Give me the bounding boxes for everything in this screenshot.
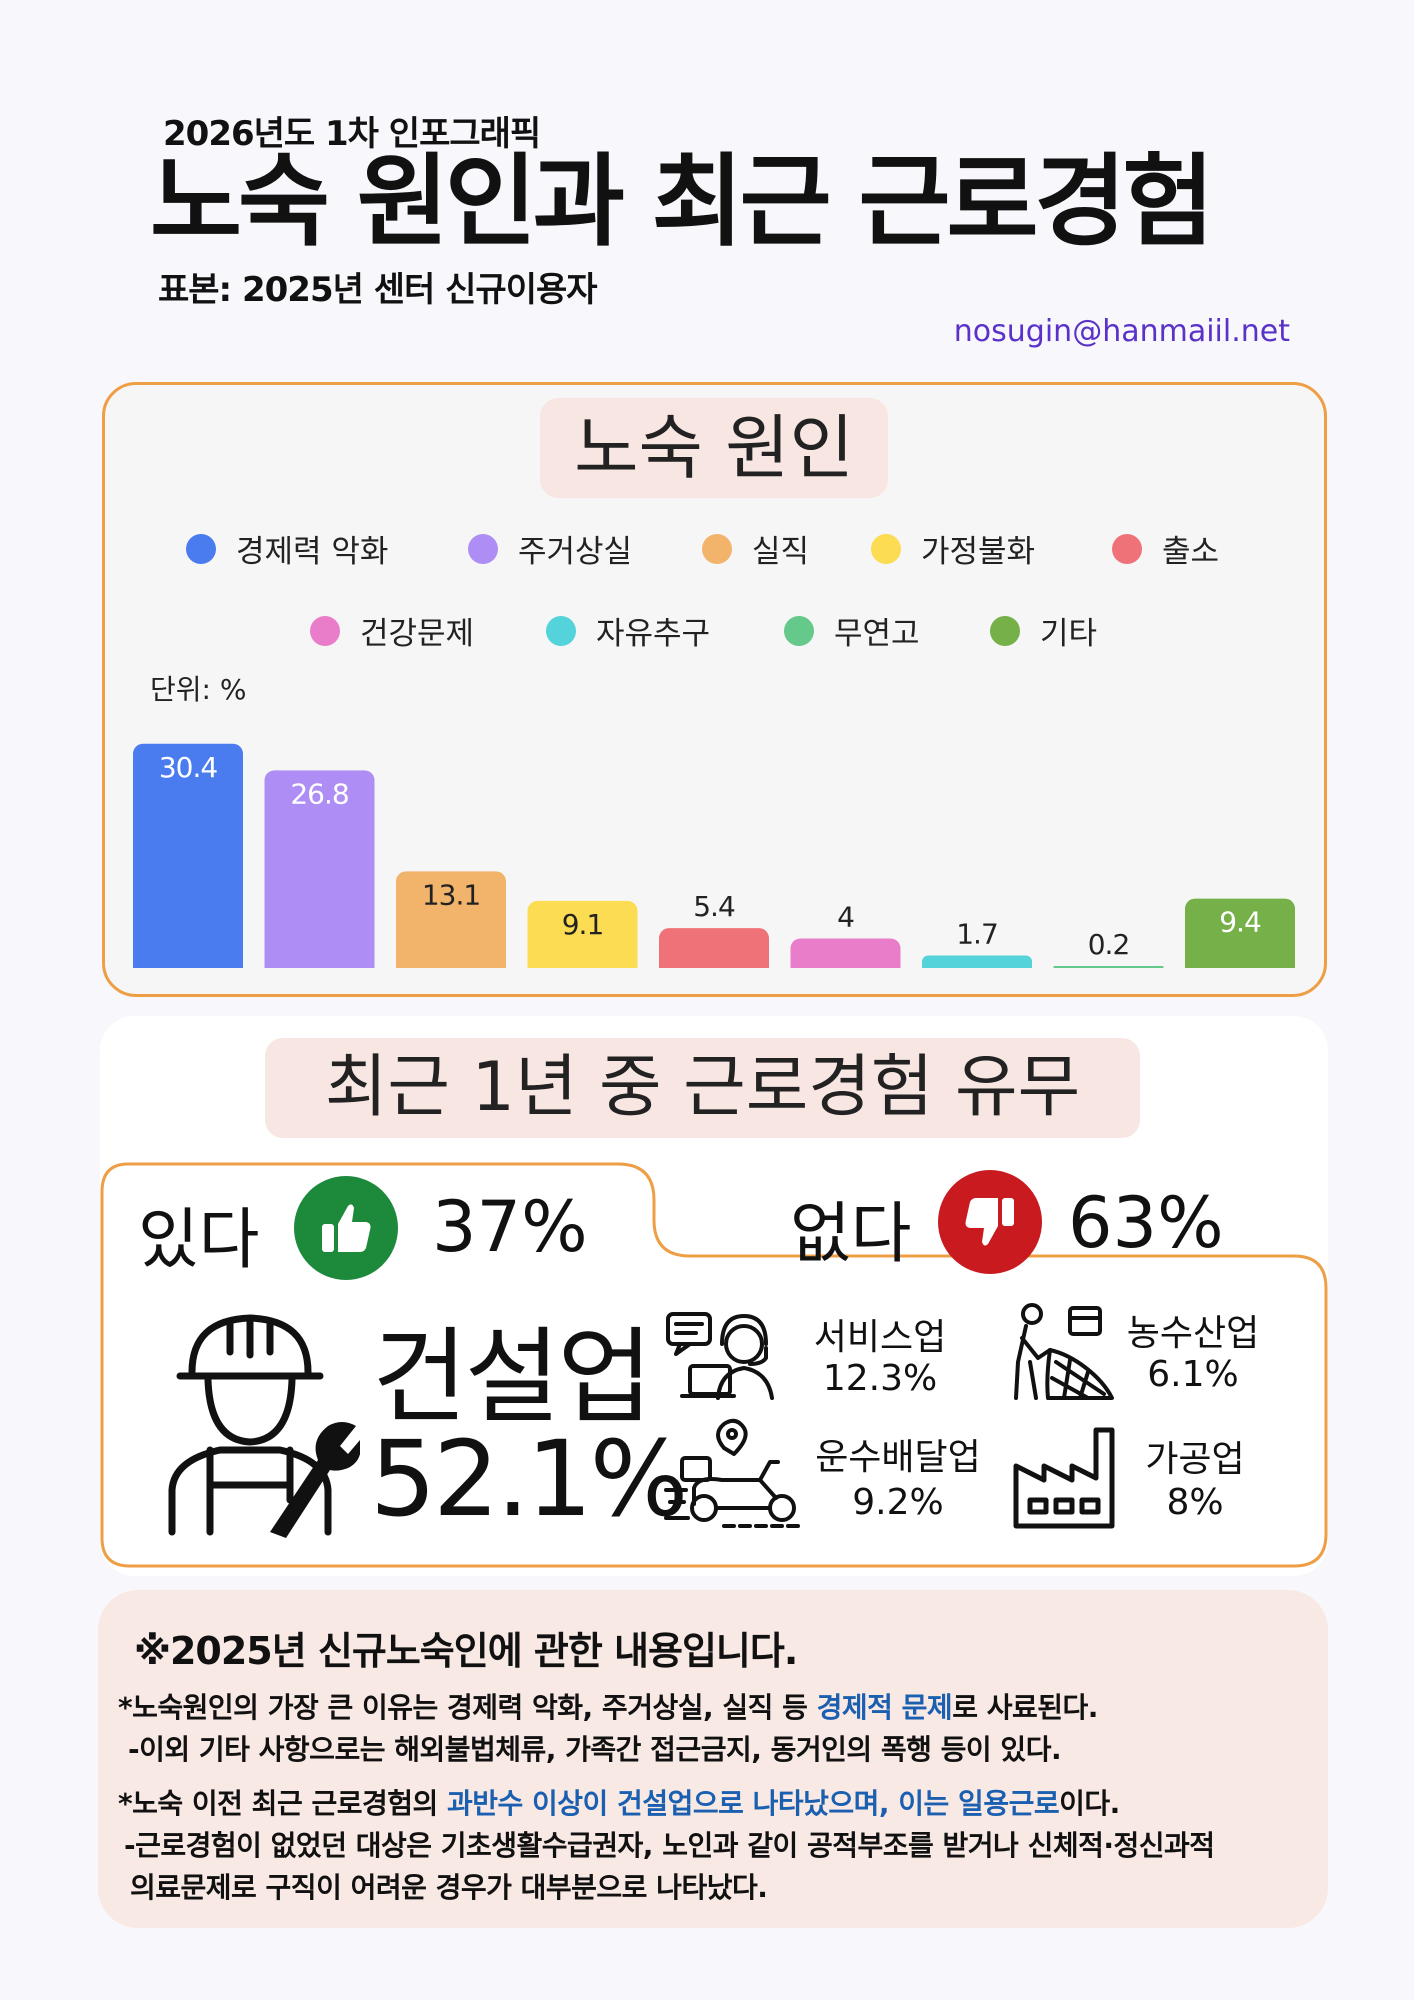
legend-item: 건강문제 [310, 608, 474, 653]
notes-panel [98, 1590, 1328, 1928]
legend-item: 출소 [1112, 526, 1219, 571]
legend-item: 실직 [702, 526, 809, 571]
industry-name: 가공업 [1145, 1439, 1245, 1480]
bar-value-label: 9.4 [1219, 906, 1261, 939]
note-text: *노숙원인의 가장 큰 이유는 경제력 악화, 주거상실, 실직 등 [118, 1691, 817, 1724]
bar [133, 743, 243, 970]
note-line: -이외 기타 사항으로는 해외불법체류, 가족간 접근금지, 동거인의 폭행 등… [128, 1733, 1062, 1766]
legend-swatch [1112, 533, 1142, 564]
legend-swatch [186, 533, 216, 564]
chart-baseline-mask [120, 968, 1320, 970]
top-industry-percentage: 52.1% [370, 1418, 688, 1540]
legend-swatch [310, 615, 340, 646]
industry-name: 서비스업 [813, 1317, 947, 1358]
call-center-icon [666, 1312, 774, 1400]
note-line: *노숙 이전 최근 근로경험의 과반수 이상이 건설업으로 나타났으며, 이는 … [118, 1782, 1120, 1822]
bar-value-label: 26.8 [290, 777, 348, 810]
industry-name: 농수산업 [1126, 1313, 1260, 1354]
bar-value-label: 13.1 [422, 878, 480, 911]
contact-email[interactable]: nosugin@hanmaiil.net [953, 314, 1290, 349]
legend-swatch [990, 615, 1020, 646]
legend-label: 건강문제 [360, 616, 475, 652]
thumbs-up-icon [294, 1176, 398, 1280]
no-percentage: 63% [1068, 1182, 1224, 1264]
note-text: 이다. [1059, 1787, 1120, 1820]
legend-label: 경제력 악화 [236, 534, 389, 570]
cause-bar-chart: 30.4 26.8 13.1 9.1 5.4 4 1.7 0.2 9.4 [120, 743, 1320, 970]
bar [659, 928, 769, 970]
legend-item: 자유추구 [546, 608, 710, 653]
industry-percentage: 6.1% [1147, 1354, 1239, 1395]
industry-percentage: 9.2% [852, 1482, 944, 1523]
note-line: *노숙원인의 가장 큰 이유는 경제력 악화, 주거상실, 실직 등 경제적 문… [118, 1686, 1098, 1726]
bar [527, 900, 638, 970]
note-line: -근로경험이 없었던 대상은 기초생활수급권자, 노인과 같이 공적부조를 받거… [124, 1829, 1215, 1862]
legend-label: 실직 [752, 534, 810, 570]
legend-item: 주거상실 [468, 526, 632, 571]
legend-label: 주거상실 [518, 534, 633, 570]
legend-label: 자유추구 [596, 616, 711, 652]
work-section-title: 최근 1년 중 근로경험 유무 [265, 1038, 1140, 1138]
bar [1185, 898, 1295, 970]
delivery-scooter-icon [664, 1418, 806, 1528]
industry-percentage: 12.3% [822, 1358, 938, 1399]
legend-label: 기타 [1040, 616, 1098, 652]
fishing-net-icon [1014, 1303, 1114, 1400]
note-line: 의료문제로 구직이 어려운 경우가 대부분으로 나타났다. [130, 1871, 768, 1904]
bar [922, 955, 1032, 970]
top-industry-name: 건설업 [372, 1316, 653, 1438]
legend-swatch [784, 615, 814, 646]
industry-percentage: 8% [1166, 1482, 1224, 1523]
causes-section-title: 노숙 원인 [540, 398, 888, 498]
sample-description: 표본: 2025년 센터 신규이용자 [158, 270, 598, 310]
note-highlight: 경제적 문제 [816, 1691, 953, 1724]
chart-unit: 단위: % [150, 673, 247, 706]
legend-swatch [468, 533, 498, 564]
bar [264, 770, 375, 970]
legend-item: 기타 [990, 608, 1097, 653]
industry-name: 운수배달업 [815, 1437, 981, 1478]
legend-label: 무연고 [834, 616, 920, 652]
bar [790, 938, 901, 970]
work-outline-frame [100, 1162, 1328, 1568]
yes-percentage: 37% [432, 1186, 588, 1268]
note-text: 로 사료된다. [952, 1691, 1098, 1724]
legend-item: 경제력 악화 [186, 526, 388, 571]
note-highlight: 과반수 이상이 건설업으로 나타났으며, 이는 일용근로 [447, 1787, 1060, 1820]
page-title: 노숙 원인과 최근 근로경험 [150, 143, 1214, 260]
legend-label: 가정불화 [921, 534, 1036, 570]
note-text: *노숙 이전 최근 근로경험의 [118, 1787, 447, 1820]
legend-label: 출소 [1162, 534, 1220, 570]
legend-item: 무연고 [784, 608, 920, 653]
no-label: 없다 [790, 1195, 912, 1272]
factory-icon [1013, 1427, 1115, 1529]
legend-swatch [871, 533, 901, 564]
bar-value-label: 9.1 [562, 908, 604, 941]
subtitle: 2026년도 1차 인포그래픽 [163, 114, 541, 154]
legend-item: 가정불화 [871, 526, 1035, 571]
bar-value-label: 1.7 [956, 917, 998, 950]
bar [396, 871, 506, 970]
bar-value-label: 4 [837, 901, 854, 934]
construction-worker-icon [168, 1314, 360, 1538]
bar-value-label: 5.4 [693, 890, 735, 923]
legend-swatch [546, 615, 576, 646]
notes-heading: ※2025년 신규노숙인에 관한 내용입니다. [134, 1629, 798, 1673]
legend-swatch [702, 533, 732, 564]
yes-label: 있다 [138, 1201, 260, 1278]
bar-value-label: 30.4 [159, 751, 218, 784]
bar-value-label: 0.2 [1088, 928, 1130, 961]
thumbs-down-icon [938, 1170, 1042, 1274]
